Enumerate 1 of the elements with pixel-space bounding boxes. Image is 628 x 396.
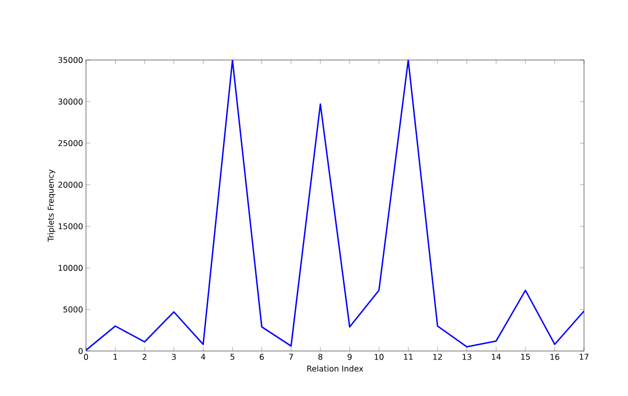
line-series — [86, 60, 584, 351]
